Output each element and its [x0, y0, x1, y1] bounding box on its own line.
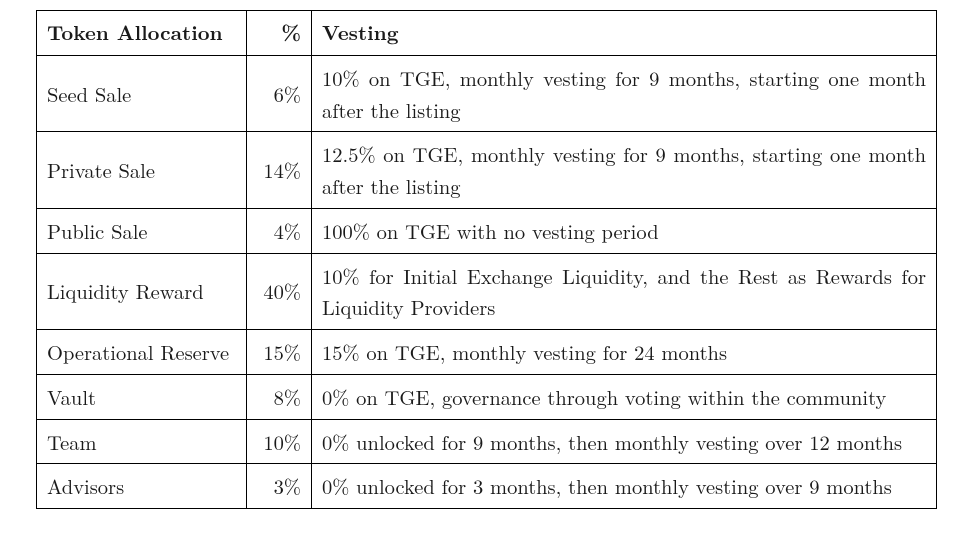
cell-allocation: Private Sale [37, 132, 247, 209]
table-row: Team 10% 0% unlocked for 9 months, then … [37, 419, 937, 464]
cell-vesting: 15% on TGE, monthly vesting for 24 month… [312, 330, 937, 375]
table-row: Public Sale 4% 100% on TGE with no vesti… [37, 208, 937, 253]
token-allocation-table: Token Allocation % Vesting Seed Sale 6% … [36, 10, 937, 509]
table-row: Liquidity Reward 40% 10% for Initial Exc… [37, 253, 937, 330]
cell-percent: 3% [247, 464, 312, 509]
cell-vesting: 12.5% on TGE, monthly vesting for 9 mont… [312, 132, 937, 209]
table-row: Advisors 3% 0% unlocked for 3 months, th… [37, 464, 937, 509]
cell-percent: 40% [247, 253, 312, 330]
cell-vesting: 100% on TGE with no vesting period [312, 208, 937, 253]
cell-allocation: Vault [37, 374, 247, 419]
table-header-row: Token Allocation % Vesting [37, 11, 937, 56]
cell-percent: 4% [247, 208, 312, 253]
cell-allocation: Seed Sale [37, 55, 247, 132]
header-percent: % [247, 11, 312, 56]
cell-percent: 15% [247, 330, 312, 375]
table-row: Operational Reserve 15% 15% on TGE, mont… [37, 330, 937, 375]
cell-vesting: 10% on TGE, monthly vesting for 9 months… [312, 55, 937, 132]
cell-vesting: 0% unlocked for 3 months, then monthly v… [312, 464, 937, 509]
cell-vesting: 0% on TGE, governance through voting wit… [312, 374, 937, 419]
cell-allocation: Operational Reserve [37, 330, 247, 375]
cell-allocation: Liquidity Reward [37, 253, 247, 330]
cell-percent: 6% [247, 55, 312, 132]
cell-allocation: Team [37, 419, 247, 464]
cell-vesting: 10% for Initial Exchange Liquidity, and … [312, 253, 937, 330]
header-vesting: Vesting [312, 11, 937, 56]
table-row: Vault 8% 0% on TGE, governance through v… [37, 374, 937, 419]
cell-allocation: Advisors [37, 464, 247, 509]
cell-percent: 10% [247, 419, 312, 464]
table-row: Private Sale 14% 12.5% on TGE, monthly v… [37, 132, 937, 209]
cell-allocation: Public Sale [37, 208, 247, 253]
header-allocation: Token Allocation [37, 11, 247, 56]
cell-percent: 8% [247, 374, 312, 419]
cell-vesting: 0% unlocked for 9 months, then monthly v… [312, 419, 937, 464]
cell-percent: 14% [247, 132, 312, 209]
table-row: Seed Sale 6% 10% on TGE, monthly vesting… [37, 55, 937, 132]
